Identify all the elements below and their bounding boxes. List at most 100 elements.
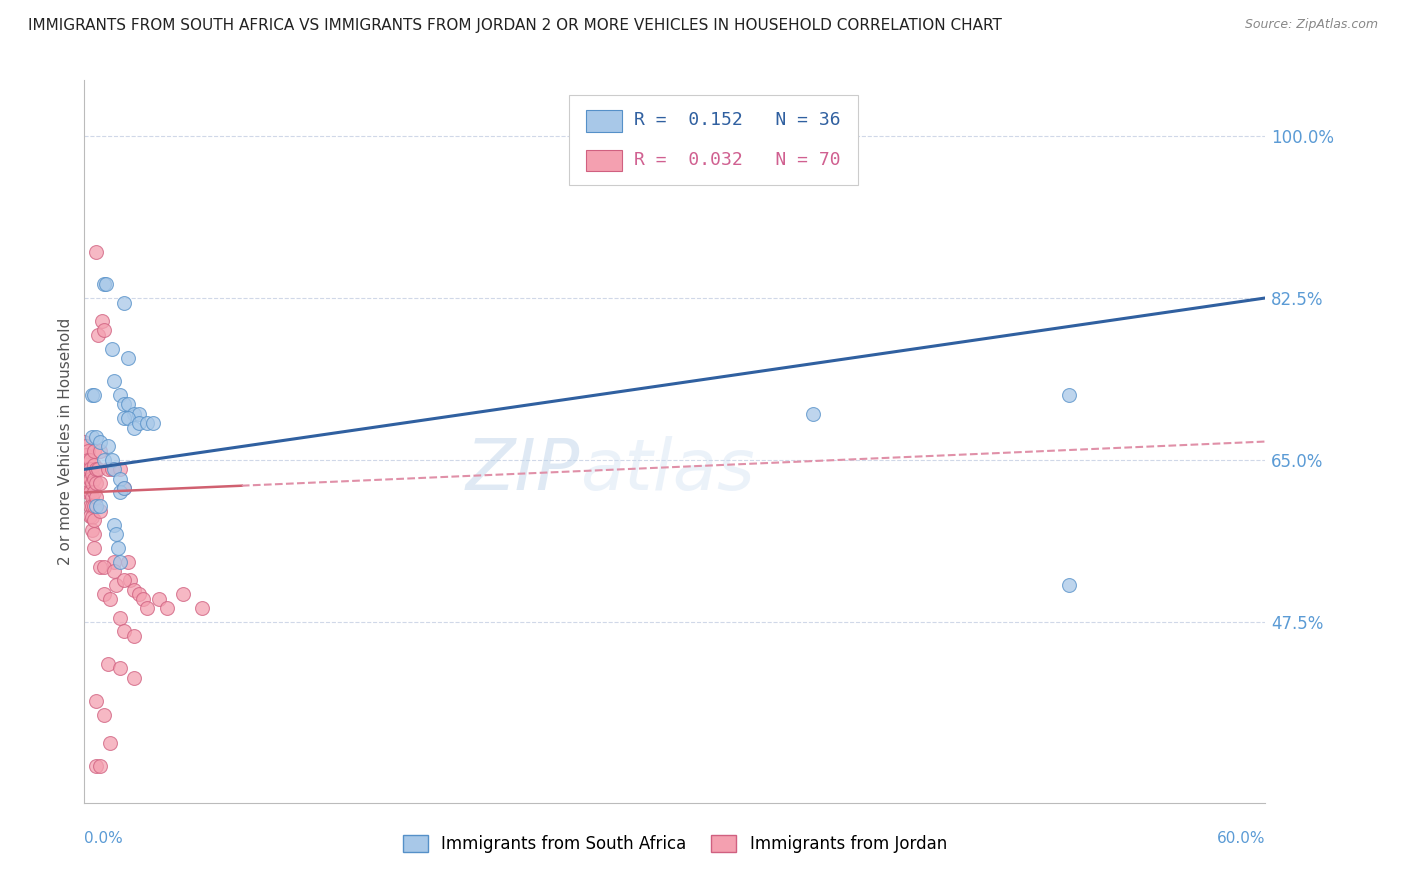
Point: [104, 527, 127, 541]
Point: [82, 430, 104, 444]
FancyBboxPatch shape: [568, 95, 858, 185]
Text: IMMIGRANTS FROM SOUTH AFRICA VS IMMIGRANTS FROM JORDAN 2 OR MORE VEHICLES IN HOU: IMMIGRANTS FROM SOUTH AFRICA VS IMMIGRAN…: [28, 18, 1002, 33]
Point: [108, 472, 131, 486]
Point: [82, 467, 104, 481]
Point: [77, 476, 100, 491]
Text: 60.0%: 60.0%: [1218, 830, 1265, 846]
Text: Source: ZipAtlas.com: Source: ZipAtlas.com: [1244, 18, 1378, 31]
Point: [93, 587, 115, 601]
Point: [77, 453, 100, 467]
Point: [89, 758, 111, 772]
Point: [132, 592, 155, 607]
Point: [75, 439, 97, 453]
Point: [84, 758, 107, 772]
Point: [83, 485, 105, 500]
Point: [191, 601, 214, 615]
Point: [84, 462, 107, 476]
Text: R =  0.032   N = 70: R = 0.032 N = 70: [634, 151, 841, 169]
Point: [156, 601, 179, 615]
Point: [98, 736, 121, 750]
Point: [82, 500, 104, 514]
Point: [103, 564, 125, 578]
Point: [84, 244, 107, 259]
Point: [93, 707, 115, 722]
Point: [79, 453, 101, 467]
Point: [118, 574, 141, 588]
Point: [83, 500, 105, 514]
Point: [83, 513, 105, 527]
Point: [103, 462, 125, 476]
Point: [128, 587, 150, 601]
Point: [112, 411, 135, 425]
Point: [84, 430, 107, 444]
Point: [83, 443, 105, 458]
Point: [112, 295, 135, 310]
Point: [89, 476, 111, 491]
Point: [89, 443, 111, 458]
Point: [84, 476, 107, 491]
Point: [89, 559, 111, 574]
Point: [89, 504, 111, 518]
Point: [172, 587, 194, 601]
FancyBboxPatch shape: [586, 150, 621, 171]
Point: [93, 453, 115, 467]
Point: [117, 397, 139, 411]
Point: [117, 351, 139, 366]
Point: [77, 462, 100, 476]
Point: [83, 458, 105, 472]
Point: [122, 420, 145, 434]
Point: [79, 472, 101, 486]
Point: [122, 582, 145, 597]
Point: [103, 375, 125, 389]
Point: [101, 462, 124, 476]
Point: [104, 578, 127, 592]
Point: [79, 508, 101, 523]
Text: R =  0.152   N = 36: R = 0.152 N = 36: [634, 111, 841, 129]
Point: [112, 574, 135, 588]
Point: [117, 411, 139, 425]
Point: [89, 434, 111, 449]
Point: [122, 629, 145, 643]
Point: [83, 388, 105, 402]
Point: [83, 527, 105, 541]
Point: [683, 133, 706, 147]
Y-axis label: 2 or more Vehicles in Household: 2 or more Vehicles in Household: [58, 318, 73, 566]
Point: [82, 510, 104, 524]
Point: [108, 661, 131, 675]
Point: [108, 610, 131, 624]
Point: [73, 434, 96, 449]
Point: [82, 476, 104, 491]
Point: [1057, 388, 1080, 402]
Point: [82, 490, 104, 504]
Point: [97, 657, 120, 671]
Point: [108, 485, 131, 500]
Legend: Immigrants from South Africa, Immigrants from Jordan: Immigrants from South Africa, Immigrants…: [396, 828, 953, 860]
Point: [93, 323, 115, 337]
Point: [101, 453, 124, 467]
Point: [122, 407, 145, 421]
Point: [87, 462, 110, 476]
Text: ZIP: ZIP: [465, 436, 581, 505]
Point: [108, 462, 131, 476]
Point: [108, 388, 131, 402]
Point: [91, 314, 114, 328]
Point: [101, 342, 124, 356]
Point: [103, 555, 125, 569]
Point: [93, 559, 115, 574]
Point: [84, 490, 107, 504]
Point: [83, 541, 105, 555]
Point: [112, 481, 135, 495]
Point: [79, 462, 101, 476]
Point: [136, 416, 159, 430]
Point: [79, 500, 101, 514]
Point: [107, 541, 129, 555]
Point: [1057, 578, 1080, 592]
Point: [112, 624, 135, 639]
Point: [97, 439, 120, 453]
FancyBboxPatch shape: [586, 110, 621, 132]
Point: [89, 500, 111, 514]
Point: [84, 694, 107, 708]
Point: [82, 523, 104, 537]
Point: [112, 397, 135, 411]
Point: [103, 517, 125, 532]
